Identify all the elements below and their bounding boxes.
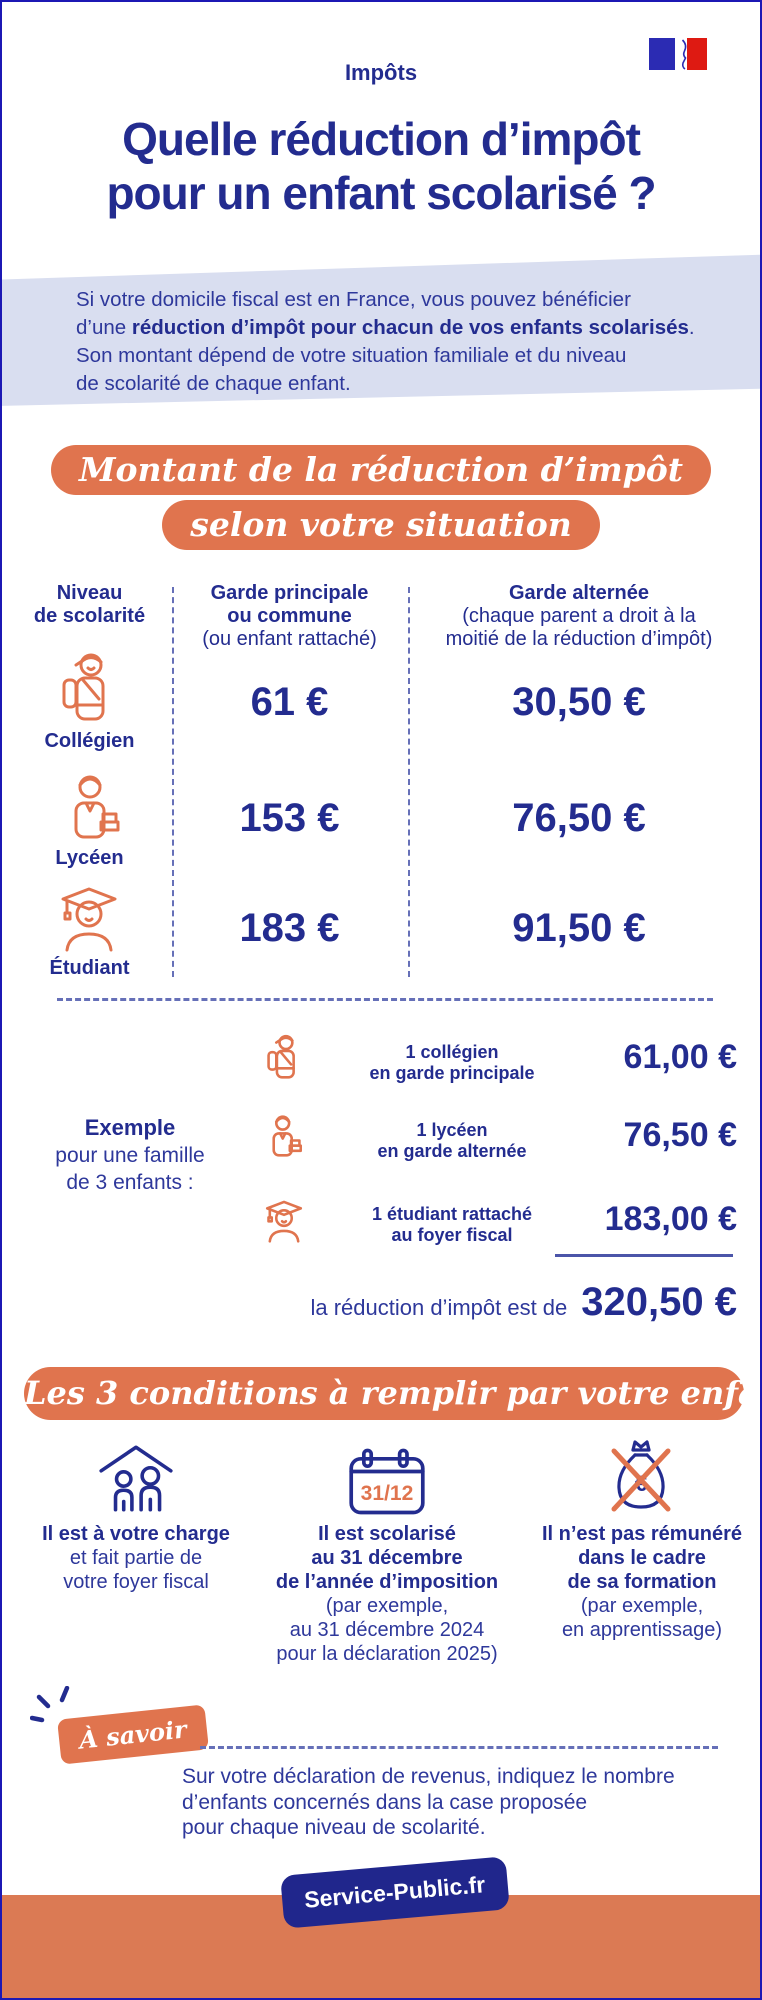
example-college-icon xyxy=(267,1034,295,1079)
condition-2: 31/12 Il est scolarisé au 31 décembre de… xyxy=(265,1438,509,1666)
example-etudiant-icon xyxy=(265,1200,303,1243)
college-student-icon xyxy=(62,653,105,721)
calendar-icon: 31/12 xyxy=(265,1438,509,1516)
intro-line-3: Son montant dépend de votre situation fa… xyxy=(76,344,627,367)
example-item-1: 1 collégien en garde principale xyxy=(369,1042,535,1083)
example-total: la réduction d’impôt est de 320,50 € xyxy=(242,1280,737,1325)
row-label-collegien: Collégien xyxy=(44,730,135,752)
example-amount-3: 183,00 € xyxy=(604,1200,737,1238)
example-label: Exemple pour une famille de 3 enfants : xyxy=(55,1115,205,1194)
svg-text:31/12: 31/12 xyxy=(361,1482,414,1505)
page-title: Quelle réduction d’impôt pour un enfant … xyxy=(2,112,760,220)
row-label-etudiant: Étudiant xyxy=(49,957,130,979)
value-collegien-alternee: 30,50 € xyxy=(512,680,646,724)
example-lycee-icon xyxy=(272,1115,302,1157)
note-dashed-line xyxy=(200,1746,718,1749)
total-label: la réduction d’impôt est de xyxy=(310,1295,568,1320)
value-lyceen-alternee: 76,50 € xyxy=(512,796,646,840)
value-etudiant-alternee: 91,50 € xyxy=(512,906,646,950)
note-text: Sur votre déclaration de revenus, indiqu… xyxy=(182,1765,675,1839)
table-header-garde-principale: Garde principale ou commune (ou enfant r… xyxy=(202,582,377,650)
condition-3: € Il n’est pas rémunéré dans le cadre de… xyxy=(529,1438,755,1642)
table-divider-1 xyxy=(172,587,174,977)
value-lyceen-principale: 153 € xyxy=(239,796,340,840)
french-government-logo-icon xyxy=(649,38,707,70)
category-label: Impôts xyxy=(344,60,418,85)
section1-banner: Montant de la réduction d’impôt selon vo… xyxy=(2,445,760,550)
total-amount: 320,50 € xyxy=(581,1280,737,1324)
row-label-lyceen: Lycéen xyxy=(55,847,124,869)
table-divider-2 xyxy=(408,587,410,977)
example-amount-1: 61,00 € xyxy=(623,1038,737,1076)
graduate-student-icon xyxy=(61,887,117,952)
example-item-2: 1 lycéen en garde alternée xyxy=(377,1120,527,1161)
intro-highlight-box xyxy=(2,254,760,406)
intro-line-1: Si votre domicile fiscal est en France, … xyxy=(76,288,631,311)
value-collegien-principale: 61 € xyxy=(250,680,329,724)
intro-line-2-suffix: . xyxy=(688,316,695,339)
intro-line-2-prefix: d’une xyxy=(76,316,132,339)
intro-line-2-bold: réduction d’impôt pour chacun de vos enf… xyxy=(131,316,689,339)
section1-banner-line1: Montant de la réduction d’impôt xyxy=(50,445,711,495)
high-school-student-icon xyxy=(74,775,120,839)
example-amount-2: 76,50 € xyxy=(623,1116,737,1154)
table-header-garde-alternee: Garde alternée (chaque parent a droit à … xyxy=(445,582,713,650)
value-etudiant-principale: 183 € xyxy=(239,906,340,950)
condition-1: Il est à votre charge et fait partie de … xyxy=(26,1438,246,1594)
section1-banner-line2: selon votre situation xyxy=(162,500,600,550)
family-home-icon xyxy=(26,1438,246,1516)
title-line-2: pour un enfant scolarisé ? xyxy=(106,167,656,219)
section2-banner: Les 3 conditions à remplir par votre enf… xyxy=(24,1367,760,1420)
intro-line-4: de scolarité de chaque enfant. xyxy=(76,372,351,395)
sum-underline xyxy=(555,1254,733,1257)
intro-text: Si votre domicile fiscal est en France, … xyxy=(76,286,706,398)
section-divider-dashed xyxy=(57,998,713,1001)
table-header-level: Niveau de scolarité xyxy=(33,582,146,627)
no-money-icon: € xyxy=(529,1438,755,1516)
example-item-3: 1 étudiant rattaché au foyer fiscal xyxy=(371,1204,533,1245)
title-line-1: Quelle réduction d’impôt xyxy=(122,113,641,165)
sparkle-icon xyxy=(30,1686,70,1723)
